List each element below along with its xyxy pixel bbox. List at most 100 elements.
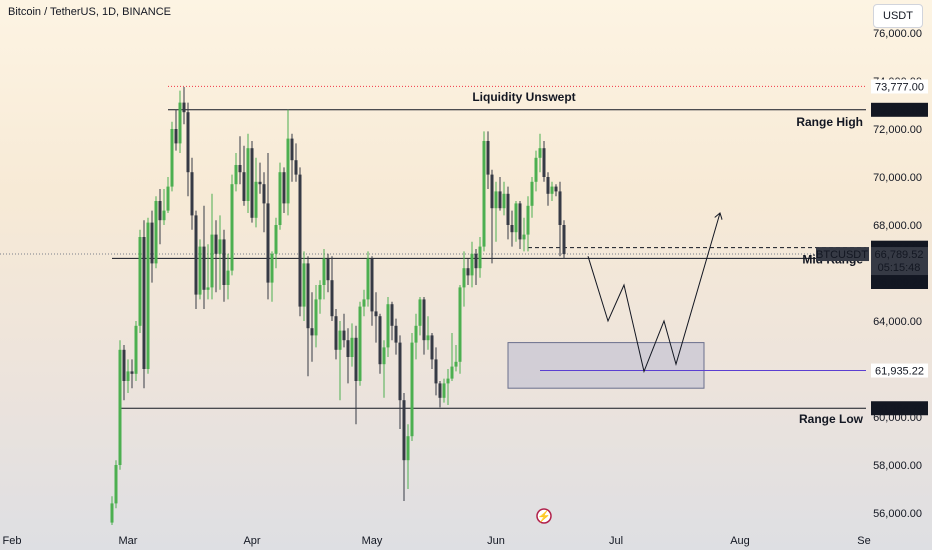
candle-body xyxy=(242,172,246,201)
candle-body xyxy=(358,306,362,381)
range-high-label: Range High xyxy=(796,115,863,129)
candle-body xyxy=(306,263,310,329)
candle-body xyxy=(546,177,550,194)
y-tick-label: 56,000.00 xyxy=(873,508,922,520)
candle-body xyxy=(202,246,206,290)
candle-body xyxy=(390,304,394,326)
lightning-icon xyxy=(536,508,552,524)
candle-body xyxy=(186,112,190,173)
candle-body xyxy=(430,335,434,360)
candle-body xyxy=(194,215,198,295)
currency-button[interactable]: USDT xyxy=(873,4,923,28)
candle-body xyxy=(166,186,170,211)
candle-body xyxy=(438,383,442,398)
lightning-glyph: ⚡ xyxy=(537,510,551,523)
candle-body xyxy=(338,330,342,350)
mid-range-badge-bg xyxy=(871,275,928,289)
range-low-badge: 60,364.70 xyxy=(875,403,924,415)
candle-body xyxy=(142,237,146,369)
candle-body xyxy=(162,210,166,221)
candle-body xyxy=(298,174,302,307)
candle-body xyxy=(506,193,510,225)
candle-body xyxy=(230,184,234,271)
x-tick-label: Apr xyxy=(243,535,260,547)
candle-body xyxy=(286,138,290,204)
x-tick-label: Aug xyxy=(730,535,750,547)
candle-body xyxy=(554,186,558,192)
candle-body xyxy=(426,335,430,341)
candle-body xyxy=(290,138,294,161)
candle-body xyxy=(562,225,566,255)
candle-body xyxy=(134,325,138,374)
candle-body xyxy=(238,165,242,173)
candle-body xyxy=(154,201,158,264)
candle-body xyxy=(530,181,534,206)
candle-body xyxy=(442,383,446,398)
y-tick-label: 64,000.00 xyxy=(873,316,922,328)
candle-body xyxy=(262,184,266,204)
candle-body xyxy=(474,253,478,269)
candle-body xyxy=(334,316,338,350)
candle-body xyxy=(190,172,194,216)
candle-body xyxy=(526,205,530,235)
candle-body xyxy=(394,325,398,343)
candle-body xyxy=(150,222,154,264)
candle-body xyxy=(522,234,526,240)
candle-body xyxy=(302,263,306,307)
candle-body xyxy=(542,148,546,177)
candle-body xyxy=(558,191,562,225)
candle-body xyxy=(414,325,418,343)
candle-body xyxy=(314,299,318,336)
candle-body xyxy=(226,270,230,285)
candle-body xyxy=(318,285,322,300)
candle-body xyxy=(122,349,126,381)
candle-body xyxy=(386,304,390,348)
candle-body xyxy=(378,316,382,365)
x-tick-label: Jul xyxy=(609,535,623,547)
candle-body xyxy=(118,349,122,465)
candle-body xyxy=(370,258,374,312)
current-price-bg xyxy=(871,247,928,276)
candle-body xyxy=(246,148,250,201)
candle-body xyxy=(214,234,218,254)
candle-body xyxy=(374,311,378,317)
symbol-tag-bg xyxy=(816,247,869,262)
candle-body xyxy=(178,102,182,144)
candle-body xyxy=(270,253,274,283)
y-tick-label: 76,000.00 xyxy=(873,28,922,40)
candle-body xyxy=(398,342,402,401)
x-tick-label: Mar xyxy=(119,535,138,547)
x-tick-label: Se xyxy=(857,535,870,547)
candle-body xyxy=(254,181,258,218)
candle-body xyxy=(126,371,130,381)
candle-body xyxy=(538,148,542,158)
target-badge-bg xyxy=(871,363,928,378)
candle-body xyxy=(450,366,454,379)
candle-body xyxy=(498,191,502,209)
candle-body xyxy=(502,193,506,209)
candle-body xyxy=(234,165,238,185)
target-badge: 61,935.22 xyxy=(875,366,924,378)
candle-body xyxy=(482,141,486,247)
candle-body xyxy=(198,246,202,295)
candle-body xyxy=(458,287,462,362)
candle-body xyxy=(446,378,450,384)
candle-body xyxy=(222,239,226,285)
x-tick-label: Feb xyxy=(3,535,22,547)
candle-body xyxy=(454,361,458,367)
candle-body xyxy=(550,186,554,194)
candle-body xyxy=(274,225,278,254)
candle-body xyxy=(158,201,162,221)
x-tick-label: Jun xyxy=(487,535,505,547)
recent-high-badge-bg xyxy=(871,79,928,94)
y-tick-label: 68,000.00 xyxy=(873,220,922,232)
candle-body xyxy=(266,203,270,283)
candle-body xyxy=(146,222,150,369)
candle-body xyxy=(330,280,334,317)
candle-body xyxy=(478,246,482,269)
candle-body xyxy=(250,148,254,218)
candle-body xyxy=(466,268,470,276)
range-high-badge: 72,800.00 xyxy=(875,105,924,117)
liquidity-label: Liquidity Unswept xyxy=(472,90,575,104)
